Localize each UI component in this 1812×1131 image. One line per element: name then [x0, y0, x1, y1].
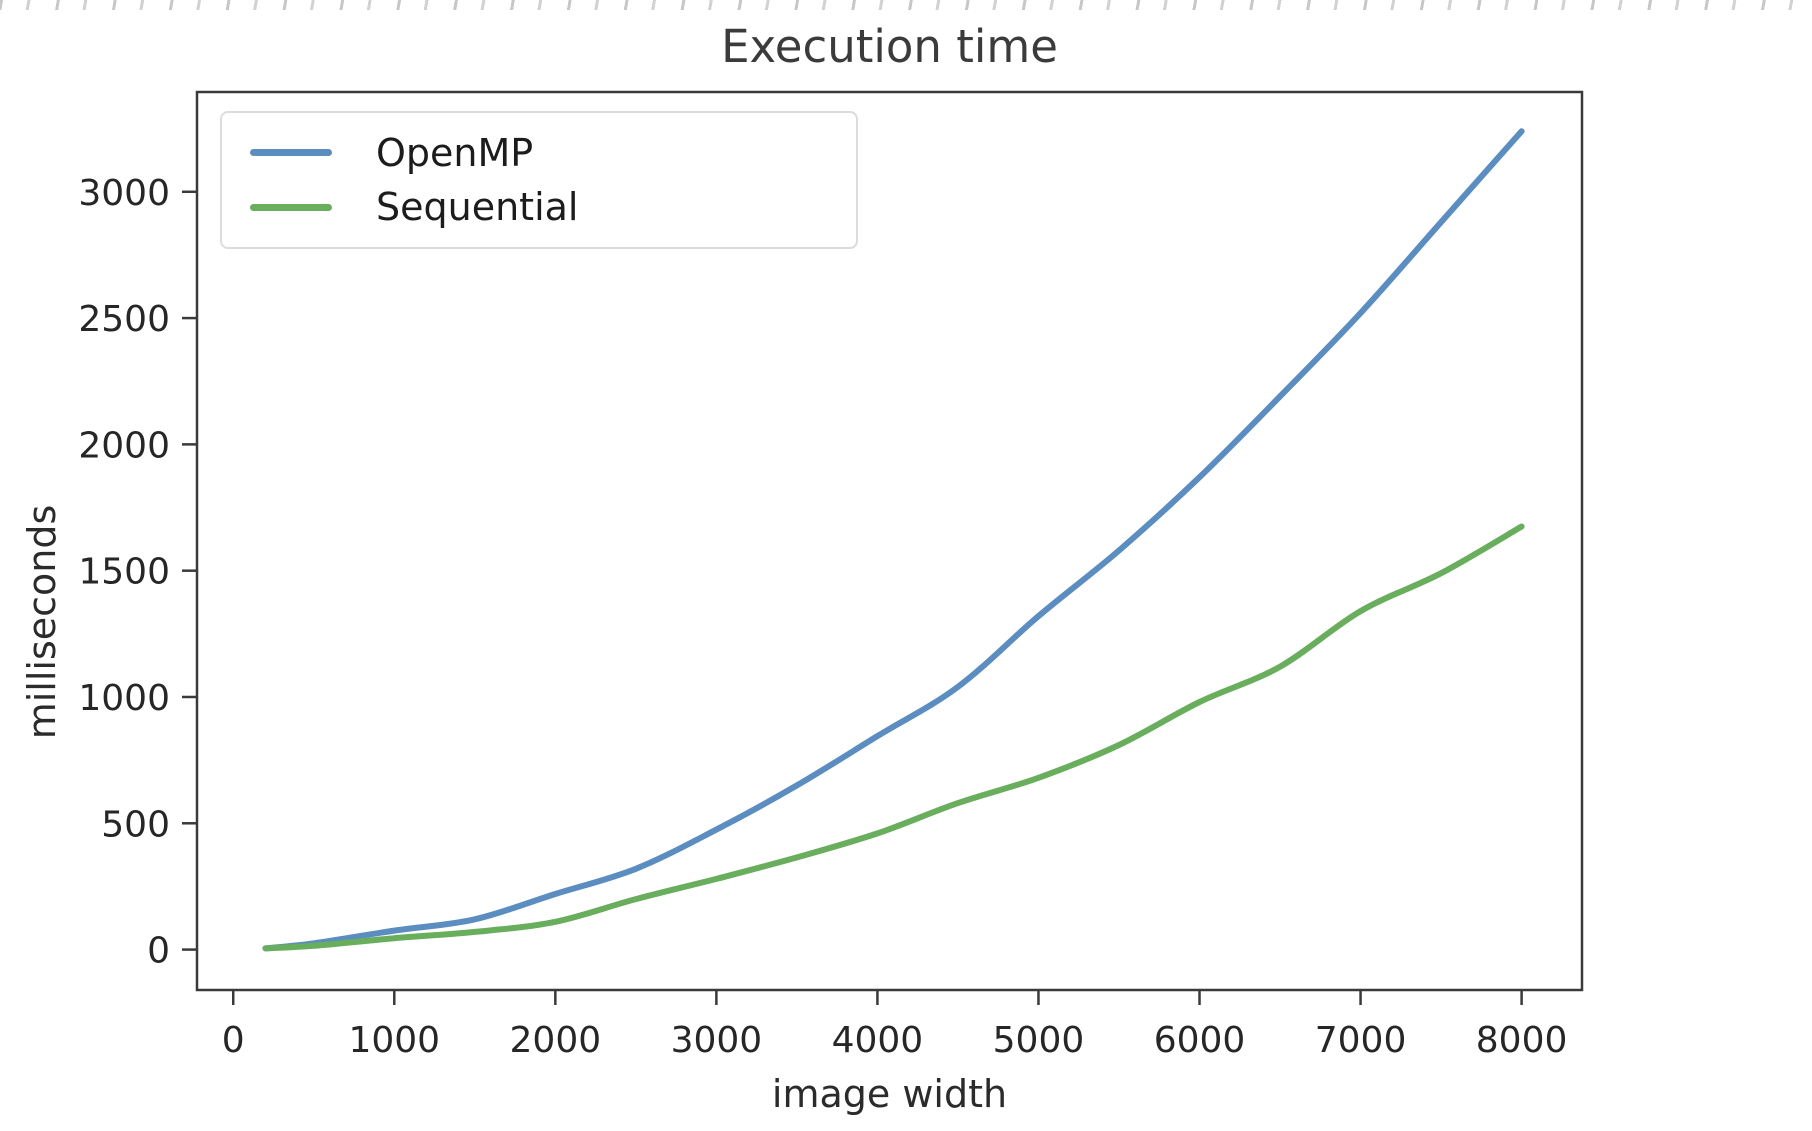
openmp-line-swatch	[250, 149, 332, 157]
x-tick-label: 8000	[1476, 1020, 1568, 1061]
legend-item-sequential: Sequential	[222, 188, 856, 226]
y-tick-label: 2500	[78, 299, 170, 340]
x-tick-label: 0	[222, 1020, 245, 1061]
plot-border	[195, 90, 1584, 992]
x-axis-label: image width	[771, 1072, 1008, 1116]
y-tick-label: 3000	[78, 173, 170, 214]
x-tick-label: 7000	[1315, 1020, 1407, 1061]
y-tick-label: 500	[101, 804, 170, 845]
y-tick-label: 1500	[78, 552, 170, 593]
legend-label-sequential: Sequential	[376, 185, 579, 230]
chart-title: Execution time	[721, 20, 1058, 73]
legend-item-openmp: OpenMP	[222, 134, 856, 172]
x-tick-label: 6000	[1154, 1020, 1246, 1061]
y-tick-label: 1000	[78, 678, 170, 719]
legend: OpenMP Sequential	[220, 111, 858, 249]
series-line-sequential	[262, 523, 1525, 952]
y-tick-label: 2000	[78, 425, 170, 466]
x-tick-label: 2000	[510, 1020, 602, 1061]
y-tick-label: 0	[147, 931, 170, 972]
legend-label-openmp: OpenMP	[376, 130, 534, 175]
top-edge-artifact	[0, 0, 1812, 10]
series-line-openmp	[262, 128, 1525, 952]
x-tick-label: 5000	[993, 1020, 1085, 1061]
x-tick-label: 3000	[671, 1020, 763, 1061]
sequential-line-swatch	[250, 203, 332, 211]
x-tick-label: 1000	[348, 1020, 440, 1061]
x-tick-label: 4000	[832, 1020, 924, 1061]
